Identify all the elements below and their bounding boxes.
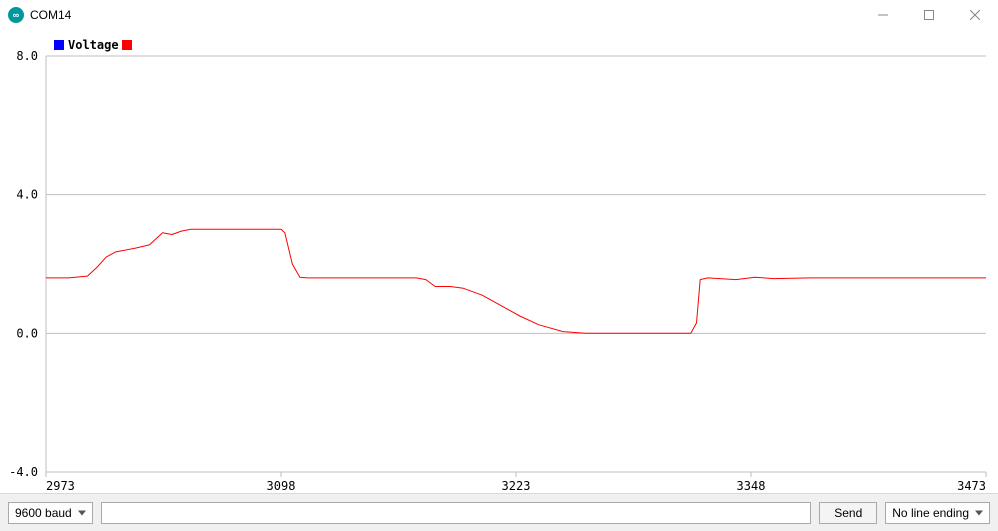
svg-text:3348: 3348 xyxy=(737,479,766,493)
svg-text:3098: 3098 xyxy=(267,479,296,493)
baud-rate-value: 9600 baud xyxy=(15,506,72,520)
svg-text:3223: 3223 xyxy=(502,479,531,493)
line-ending-select[interactable]: No line ending xyxy=(885,502,990,524)
minimize-button[interactable] xyxy=(860,0,906,30)
svg-text:0.0: 0.0 xyxy=(16,326,38,340)
window-titlebar: ∞ COM14 xyxy=(0,0,998,30)
serial-input[interactable] xyxy=(101,502,812,524)
window-buttons xyxy=(860,0,998,30)
arduino-icon: ∞ xyxy=(8,7,24,23)
maximize-button[interactable] xyxy=(906,0,952,30)
line-ending-value: No line ending xyxy=(892,506,969,520)
chevron-down-icon xyxy=(975,510,983,515)
send-button[interactable]: Send xyxy=(819,502,877,524)
serial-plot: -4.0 0.0 4.0 8.0 2973 3098 3223 3348 3473 Voltage xyxy=(0,30,998,493)
window-title: COM14 xyxy=(30,8,860,22)
svg-text:8.0: 8.0 xyxy=(16,49,38,63)
chevron-down-icon xyxy=(78,510,86,515)
close-button[interactable] xyxy=(952,0,998,30)
svg-text:-4.0: -4.0 xyxy=(9,465,38,479)
send-button-label: Send xyxy=(834,506,862,520)
baud-rate-select[interactable]: 9600 baud xyxy=(8,502,93,524)
svg-text:3473: 3473 xyxy=(957,479,986,493)
bottom-toolbar: 9600 baud Send No line ending xyxy=(0,493,998,531)
svg-text:Voltage: Voltage xyxy=(68,38,119,52)
svg-text:2973: 2973 xyxy=(46,479,75,493)
svg-text:4.0: 4.0 xyxy=(16,188,38,202)
